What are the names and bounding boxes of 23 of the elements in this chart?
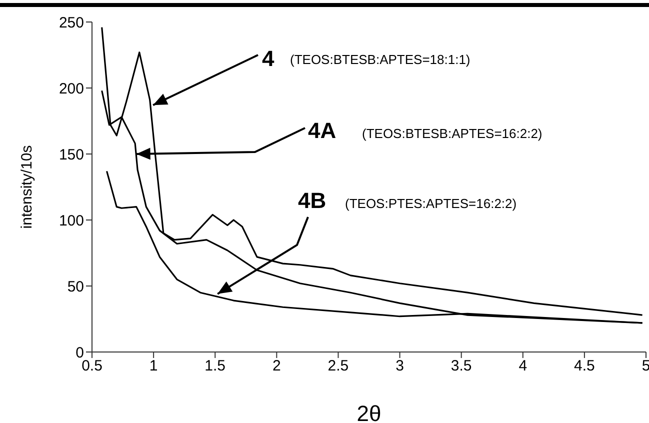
annotation: 4B — [298, 188, 326, 213]
y-tick-label: 200 — [58, 80, 84, 98]
x-tick-label: 2.5 — [328, 358, 349, 375]
y-axis-title: intensity/10s — [18, 145, 36, 229]
x-tick-label: 0.5 — [82, 358, 102, 375]
annotation: (TEOS:PTES:APTES=16:2:2) — [345, 196, 517, 211]
x-axis-title: 2θ — [356, 401, 382, 423]
y-tick-label: 250 — [58, 14, 84, 32]
x-tick-label: 3.5 — [450, 358, 472, 375]
x-tick-label: 1 — [149, 358, 158, 375]
y-tick-label: 0 — [76, 344, 84, 362]
x-tick-label: 4.5 — [574, 358, 595, 375]
annotation: 4A — [308, 118, 336, 143]
x-tick-label: 2 — [272, 358, 281, 375]
y-tick-label: 100 — [58, 212, 84, 230]
x-tick-label: 1.5 — [204, 358, 226, 375]
x-tick-label: 3 — [396, 358, 404, 375]
y-tick-label: 50 — [67, 278, 84, 296]
annotation: 4 — [262, 46, 275, 71]
annotation: (TEOS:BTESB:APTES=18:1:1) — [290, 52, 470, 67]
y-tick-label: 150 — [58, 146, 84, 164]
annotation: (TEOS:BTESB:APTES=16:2:2) — [362, 126, 542, 141]
x-tick-label: 4 — [518, 358, 528, 375]
